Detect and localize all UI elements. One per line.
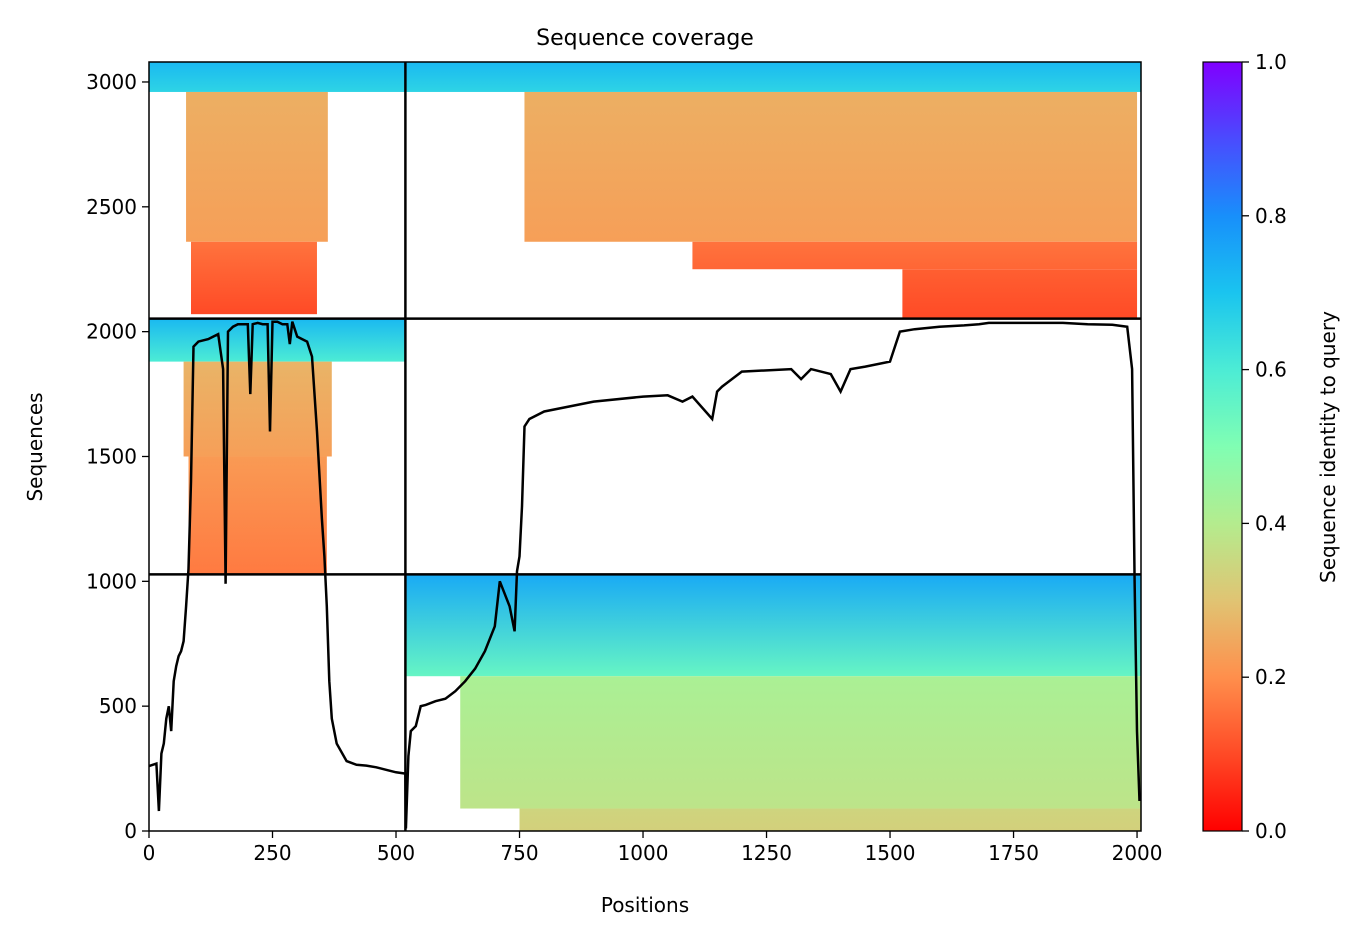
x-tick-label: 500 [377, 841, 415, 865]
y-tick-label: 2500 [86, 195, 137, 219]
colorbar-tick-label: 0.8 [1255, 204, 1287, 228]
heatmap-block-chain-2-paired [405, 62, 1141, 92]
x-tick-label: 0 [143, 841, 156, 865]
x-tick-label: 1750 [988, 841, 1039, 865]
colorbar-label: Sequence identity to query [1316, 311, 1340, 583]
heatmap-block-chain-1-unpaired-top [149, 318, 406, 362]
heatmap-block-chain-2-block-upper [524, 91, 1138, 242]
y-tick-label: 3000 [86, 70, 137, 94]
heatmap-block-chain-1-unpaired-mid [183, 361, 332, 457]
y-axis-label: Sequences [23, 392, 47, 501]
y-tick-label: 0 [124, 819, 137, 843]
coverage-heatmap [149, 62, 1141, 831]
y-tick-label: 500 [99, 694, 137, 718]
colorbar-gradient [1202, 61, 1243, 832]
x-tick-label: 750 [500, 841, 538, 865]
y-tick-label: 1500 [86, 444, 137, 468]
heatmap-block-chain-2-block-mid [692, 241, 1138, 270]
chart-title: Sequence coverage [536, 26, 754, 51]
coverage-line [148, 320, 1141, 829]
x-axis-label: Positions [601, 893, 689, 917]
heatmap-block-chain-1-block-upper [186, 91, 328, 242]
plot-area [148, 61, 1142, 832]
plot-frame [148, 61, 1142, 832]
colorbar-tick-label: 0.6 [1255, 358, 1287, 382]
x-axis: 0 250 500 750 1000 1250 1500 1750 2000 [143, 831, 1163, 865]
x-tick-label: 250 [253, 841, 291, 865]
y-tick-label: 2000 [86, 320, 137, 344]
chain-boundaries [149, 62, 1141, 831]
colorbar-tick-label: 0.4 [1255, 511, 1287, 535]
y-axis: 0 500 1000 1500 2000 2500 3000 [86, 70, 149, 843]
x-tick-label: 1500 [865, 841, 916, 865]
heatmap-block-chain-2-block-lower [902, 269, 1138, 319]
heatmap-block-chain-2-unpaired-top [405, 574, 1141, 677]
colorbar-tick-label: 0.0 [1255, 819, 1287, 843]
x-tick-label: 2000 [1112, 841, 1163, 865]
heatmap-block-chain-1-block-lower [190, 241, 317, 315]
colorbar-tick-label: 1.0 [1255, 50, 1287, 74]
colorbar-ticks: 0.0 0.2 0.4 0.6 0.8 1.0 [1242, 50, 1287, 843]
colorbar-tick-label: 0.2 [1255, 665, 1287, 689]
colorbar: 0.0 0.2 0.4 0.6 0.8 1.0 Sequence identity to … [1202, 50, 1340, 843]
heatmap-block-chain-1-unpaired-low [188, 456, 327, 575]
heatmap-block-chain-2-unpaired-low [519, 808, 1141, 831]
y-tick-label: 1000 [86, 569, 137, 593]
heatmap-block-chain-2-unpaired-mid [460, 676, 1141, 809]
x-tick-label: 1250 [741, 841, 792, 865]
x-tick-label: 1000 [618, 841, 669, 865]
heatmap-block-chain-1-paired [149, 62, 406, 92]
